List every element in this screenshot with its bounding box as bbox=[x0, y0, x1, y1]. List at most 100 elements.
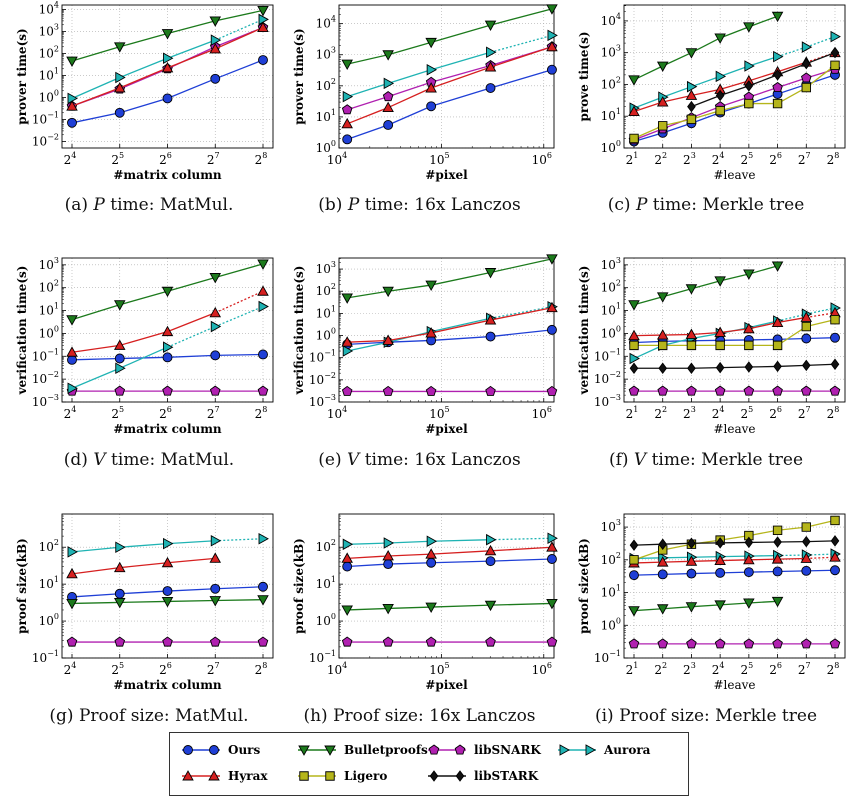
caption-symbol: P bbox=[93, 195, 105, 215]
series-line-segment bbox=[748, 71, 778, 82]
x-tick-label: 25 bbox=[740, 151, 753, 167]
series-libstark bbox=[629, 358, 840, 374]
data-point bbox=[547, 554, 557, 564]
y-tick-label: 103 bbox=[39, 22, 59, 38]
x-tick-label: 24 bbox=[712, 405, 725, 421]
series-line-segment bbox=[71, 112, 120, 124]
y-tick-label: 101 bbox=[601, 107, 621, 123]
series-aurora bbox=[342, 29, 558, 103]
series-line-segment bbox=[748, 529, 778, 537]
series-line-segment bbox=[431, 319, 491, 334]
series-line-segment bbox=[346, 106, 389, 125]
caption-prefix: (b) bbox=[318, 195, 348, 215]
series-libsnark bbox=[628, 385, 841, 396]
series-line-segment bbox=[720, 328, 749, 334]
data-point bbox=[714, 600, 726, 611]
series-line-segment bbox=[119, 68, 168, 90]
series-line-segment bbox=[633, 334, 663, 337]
x-tick-label: 105 bbox=[429, 151, 449, 167]
data-point bbox=[656, 61, 669, 72]
series-bulletproofs bbox=[628, 596, 784, 617]
y-tick-label: 103 bbox=[601, 518, 621, 534]
caption-prefix: (g) bbox=[49, 706, 79, 726]
y-tick-label: 101 bbox=[39, 575, 59, 591]
y-axis-label: proof size(kB) bbox=[15, 538, 29, 634]
y-axis-label: proof size(kB) bbox=[577, 538, 591, 634]
data-point bbox=[714, 33, 726, 44]
data-point bbox=[801, 385, 812, 396]
data-point bbox=[546, 254, 558, 265]
series-line-segment bbox=[387, 81, 432, 98]
data-point bbox=[66, 636, 78, 647]
y-tick-label: 103 bbox=[316, 260, 336, 276]
y-tick-label: 10−2 bbox=[32, 132, 59, 148]
series-line-segment bbox=[490, 329, 553, 338]
legend-label: libSTARK bbox=[474, 769, 539, 783]
series-line-segment bbox=[347, 563, 389, 568]
data-point bbox=[744, 98, 754, 109]
data-point bbox=[656, 96, 669, 107]
series-line-segment bbox=[215, 586, 264, 590]
y-tick-label: 101 bbox=[601, 302, 621, 318]
series-line-segment bbox=[430, 64, 491, 83]
series-line-segment bbox=[805, 64, 836, 89]
data-point bbox=[628, 638, 640, 649]
caption-prefix: (a) bbox=[64, 195, 94, 215]
x-tick-label: 26 bbox=[159, 151, 172, 167]
data-point bbox=[629, 340, 639, 351]
y-tick-label: 10−1 bbox=[594, 649, 621, 665]
data-point bbox=[162, 93, 173, 104]
caption-prefix: (e) bbox=[318, 450, 348, 470]
data-point bbox=[800, 552, 813, 563]
series-line-segment bbox=[633, 344, 663, 360]
data-point bbox=[686, 340, 697, 351]
series-line-segment bbox=[119, 590, 168, 595]
x-axis-label: #leave bbox=[713, 168, 755, 182]
x-tick-label: 104 bbox=[327, 151, 347, 167]
legend-marker bbox=[299, 771, 309, 781]
series-line-segment bbox=[748, 321, 778, 330]
data-point bbox=[801, 333, 812, 344]
series-aurora bbox=[67, 300, 269, 395]
x-axis-label: #pixel bbox=[425, 168, 468, 182]
x-axis-label: #pixel bbox=[425, 678, 468, 692]
series-line-segment bbox=[119, 32, 168, 48]
series-line-segment bbox=[719, 26, 750, 39]
y-tick-label: 10−2 bbox=[32, 370, 59, 386]
data-point bbox=[161, 325, 174, 337]
series-line-segment bbox=[347, 341, 389, 352]
series-line-segment bbox=[71, 46, 120, 62]
data-point bbox=[66, 315, 78, 326]
data-point bbox=[685, 48, 698, 59]
series-line-segment bbox=[691, 37, 721, 54]
legend-marker bbox=[454, 744, 466, 755]
x-tick-label: 27 bbox=[207, 405, 220, 421]
data-point bbox=[383, 537, 395, 549]
data-point bbox=[628, 329, 640, 341]
series-line-segment bbox=[490, 306, 553, 319]
x-tick-label: 26 bbox=[769, 661, 782, 677]
data-point bbox=[382, 636, 394, 647]
data-point bbox=[67, 117, 77, 128]
data-point bbox=[657, 638, 668, 649]
y-tick-label: 10−1 bbox=[309, 349, 336, 365]
series-line-segment bbox=[748, 320, 778, 329]
data-point bbox=[162, 385, 173, 396]
data-point bbox=[210, 320, 222, 333]
series-line-segment bbox=[806, 312, 836, 319]
data-point bbox=[715, 567, 726, 578]
data-point bbox=[685, 328, 698, 339]
data-point bbox=[744, 340, 754, 351]
series-line-segment bbox=[490, 46, 553, 68]
series-line-segment bbox=[431, 560, 491, 564]
series-line-segment bbox=[119, 290, 168, 306]
series-line-segment bbox=[662, 333, 692, 336]
series-line-segment bbox=[119, 67, 168, 89]
series-line-segment bbox=[777, 83, 807, 95]
data-point bbox=[113, 561, 126, 573]
data-point bbox=[801, 535, 811, 548]
series-ours bbox=[342, 554, 557, 572]
legend-marker bbox=[429, 770, 439, 782]
x-tick-label: 22 bbox=[654, 151, 667, 167]
